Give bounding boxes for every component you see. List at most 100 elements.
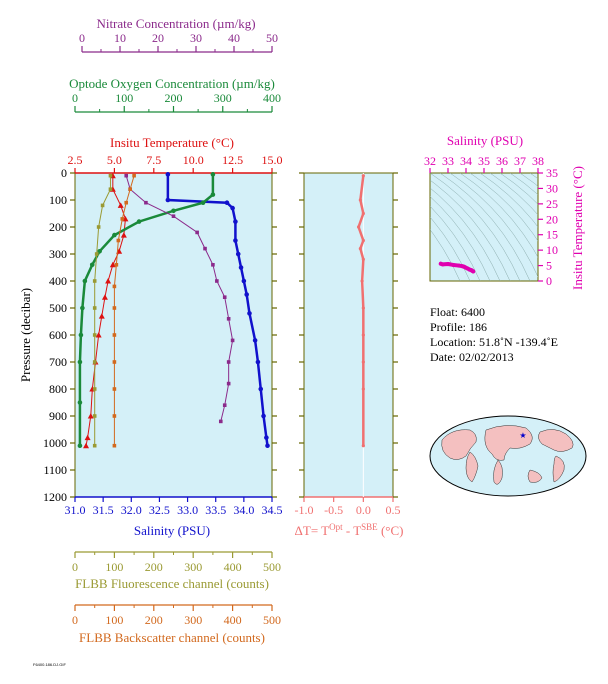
oxygen-point: [89, 262, 95, 268]
oxygen-point: [210, 192, 216, 197]
temperature-point: [105, 278, 112, 284]
salinity-axis-label: Salinity (PSU): [134, 523, 210, 538]
delta-t-point: [360, 279, 364, 283]
footer-filename: F6400.186.DJ.GIF: [33, 662, 66, 667]
oxygen-point: [210, 172, 216, 177]
fluorescence-tick-label: 500: [263, 560, 281, 574]
oxygen-tick-label: 400: [263, 91, 281, 105]
oxygen-point: [82, 278, 88, 284]
ts-temperature-tick-label: 20: [546, 212, 558, 226]
fluorescence-point: [92, 414, 97, 418]
oxygen-point: [171, 208, 176, 214]
fluorescence-axis: 0 100 200 300 400 500: [72, 551, 281, 574]
float-location-marker: ★: [519, 431, 526, 440]
salinity-point: [252, 338, 258, 343]
salinity-tick-label: 33.0: [177, 503, 198, 517]
pressure-axis: 0 100 200 300 400 500 600 700 800 900 1000 1100 1200: [43, 166, 277, 504]
backscatter-point: [124, 200, 129, 205]
delta-t-axis-label: ΔT= TOpt - TSBE (°C): [295, 522, 404, 538]
ts-salinity-tick-label: 32: [424, 154, 436, 168]
fluorescence-point: [96, 225, 101, 229]
backscatter-point: [114, 263, 119, 267]
oxygen-point: [80, 305, 85, 311]
oxygen-tick-label: 100: [115, 91, 133, 105]
fluorescence-point: [92, 279, 97, 283]
delta-t-panel: [303, 172, 394, 498]
delta-t-tick-label: -0.5: [324, 503, 343, 517]
backscatter-tick-label: 500: [263, 613, 281, 627]
salinity-tick-label: 33.5: [205, 503, 226, 517]
ts-temperature-tick-label: 30: [546, 181, 558, 195]
oxygen-tick-label: 300: [214, 91, 232, 105]
salinity-point: [261, 413, 266, 419]
ts-salinity-tick-label: 33: [442, 154, 454, 168]
salinity-point: [264, 435, 269, 440]
ts-salinity-tick-label: 38: [532, 154, 544, 168]
nitrate-point: [218, 419, 223, 424]
fluorescence-tick-label: 0: [72, 560, 78, 574]
ts-temperature-tick-label: 15: [546, 228, 558, 242]
delta-t-tick-label: 0.5: [386, 503, 401, 517]
nitrate-tick-label: 0: [79, 31, 85, 45]
backscatter-tick-label: 200: [145, 613, 163, 627]
fluorescence-point: [108, 173, 113, 178]
temperature-point: [83, 442, 90, 449]
nitrate-point: [222, 403, 227, 407]
salinity-tick-label: 32.0: [121, 503, 142, 517]
pressure-tick-label: 800: [49, 382, 67, 396]
temperature-tick-label: 15.0: [262, 153, 283, 167]
nitrate-axis: 0 10 20 30 40 50: [79, 31, 278, 53]
ts-temperature-tick-label: 5: [546, 259, 552, 273]
fluorescence-point: [92, 333, 97, 337]
salinity-point: [235, 251, 241, 257]
temperature-point: [109, 261, 116, 268]
backscatter-point: [132, 173, 136, 178]
pressure-tick-label: 200: [49, 220, 67, 234]
world-map: ★: [429, 415, 587, 497]
delta-t-point: [361, 238, 365, 243]
fluorescence-tick-label: 100: [105, 560, 123, 574]
backscatter-axis-label: FLBB Backscatter channel (counts): [79, 630, 265, 645]
oxygen-point: [77, 400, 83, 405]
fluorescence-point: [100, 203, 105, 208]
ts-temperature-tick-label: 0: [546, 274, 552, 288]
oxygen-point: [200, 200, 206, 205]
profile-panel: [74, 172, 273, 498]
delta-t-point: [361, 444, 365, 448]
backscatter-tick-label: 400: [224, 613, 242, 627]
salinity-point: [165, 172, 171, 177]
nitrate-tick-label: 20: [152, 31, 164, 45]
fluorescence-point: [92, 360, 97, 364]
pressure-tick-label: 1200: [43, 490, 67, 504]
pressure-tick-label: 100: [49, 193, 67, 207]
pressure-tick-label: 1000: [43, 436, 67, 450]
date: Date: 02/02/2013: [430, 350, 514, 364]
fluorescence-point: [92, 443, 97, 448]
salinity-point: [244, 292, 249, 297]
pressure-tick-label: 500: [49, 301, 67, 315]
temperature-point: [117, 202, 124, 208]
temperature-point: [101, 294, 108, 300]
fluorescence-tick-label: 200: [145, 560, 163, 574]
oxygen-point: [77, 443, 83, 449]
fluorescence-tick-label: 400: [224, 560, 242, 574]
delta-t-point: [361, 174, 365, 178]
salinity-tick-label: 32.5: [149, 503, 170, 517]
salinity-point: [233, 219, 238, 224]
backscatter-tick-label: 100: [105, 613, 123, 627]
delta-t-tick-label: -1.0: [295, 503, 314, 517]
fluorescence-line: [94, 175, 111, 446]
salinity-point: [258, 386, 264, 392]
delta-t-series: [356, 174, 365, 448]
nitrate-point: [230, 338, 235, 343]
salinity-axis: 31.0 31.5 32.0 32.5 33.0 33.5 34.0 34.5: [65, 496, 283, 517]
delta-t-point: [361, 360, 365, 364]
backscatter-point: [112, 443, 117, 448]
temperature-point: [120, 232, 127, 238]
nitrate-point: [211, 263, 215, 267]
pressure-tick-label: 600: [49, 328, 67, 342]
backscatter-point: [112, 387, 117, 391]
ts-point: [471, 269, 476, 274]
salinity-point: [238, 265, 244, 270]
backscatter-point: [128, 187, 132, 191]
